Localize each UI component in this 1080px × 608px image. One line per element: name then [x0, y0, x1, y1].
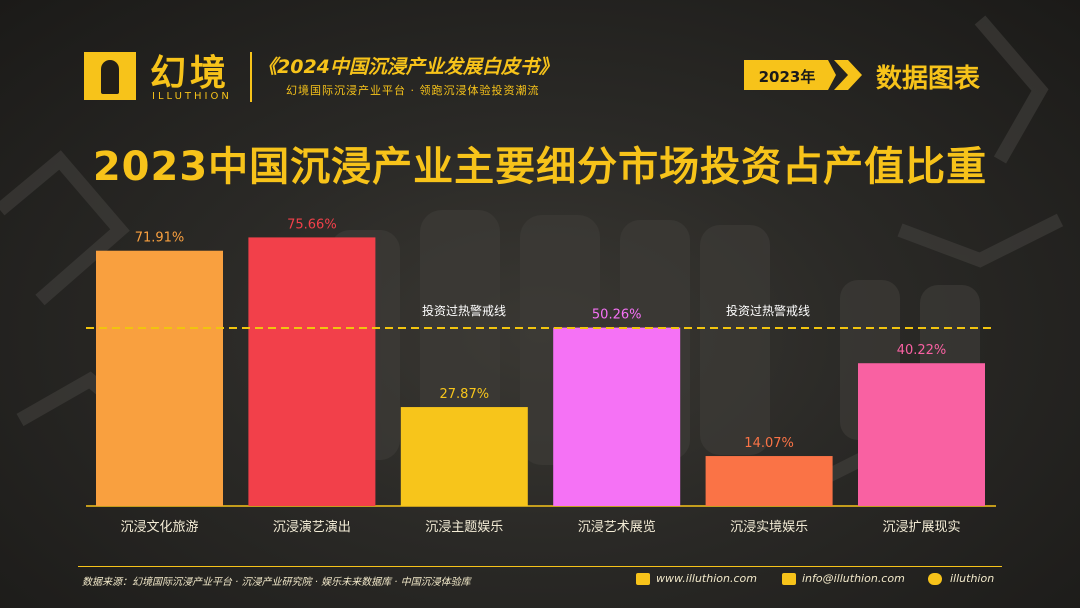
- report-title: 《2024中国沉浸产业发展白皮书》: [258, 56, 558, 78]
- data-label: 71.91%: [135, 231, 185, 246]
- x-tick-label: 沉浸艺术展览: [578, 519, 656, 535]
- brand-logo-mark: [84, 52, 136, 100]
- chart-title: 2023中国沉浸产业主要细分市场投资占产值比重: [92, 144, 988, 190]
- chevron-right-icon: [834, 60, 862, 90]
- bar: [553, 327, 681, 506]
- x-tick-label: 沉浸主题娱乐: [425, 520, 503, 535]
- x-tick-label: 沉浸实境娱乐: [730, 520, 808, 535]
- home-icon: [636, 573, 650, 585]
- data-label: 50.26%: [592, 308, 642, 323]
- footer-wechat: illuthion: [950, 572, 995, 585]
- bar: [858, 363, 985, 506]
- year-tag: 2023年: [744, 60, 838, 90]
- threshold-label: 投资过热警戒线: [726, 303, 810, 318]
- data-label: 27.87%: [440, 387, 490, 402]
- brand-subname: ILLUTHION: [152, 91, 232, 102]
- mail-icon: [782, 573, 796, 585]
- header-divider: [250, 52, 252, 102]
- data-label: 14.07%: [744, 436, 794, 451]
- x-tick-label: 沉浸演艺演出: [273, 519, 351, 535]
- footer-email: info@illuthion.com: [802, 572, 905, 585]
- bar: [248, 237, 376, 507]
- data-source: 数据来源：幻境国际沉浸产业平台 · 沉浸产业研究院 · 娱乐未来数据库 · 中国…: [82, 577, 471, 588]
- wechat-icon: [928, 573, 942, 585]
- brand-name: 幻境: [150, 53, 231, 94]
- data-label: 40.22%: [897, 343, 947, 358]
- report-subtitle: 幻境国际沉浸产业平台 · 领跑沉浸体验投资潮流: [286, 84, 540, 97]
- bar: [705, 456, 833, 506]
- bar: [96, 250, 223, 506]
- x-tick-label: 沉浸扩展现实: [882, 520, 960, 535]
- data-label: 75.66%: [287, 217, 337, 232]
- threshold-label: 投资过热警戒线: [422, 303, 506, 318]
- x-tick-label: 沉浸文化旅游: [120, 520, 198, 535]
- year-tag-label: 2023年: [758, 68, 816, 86]
- section-label: 数据图表: [876, 64, 981, 94]
- bar: [400, 407, 528, 506]
- footer-website: www.illuthion.com: [656, 572, 757, 585]
- footer-divider: [78, 566, 1002, 567]
